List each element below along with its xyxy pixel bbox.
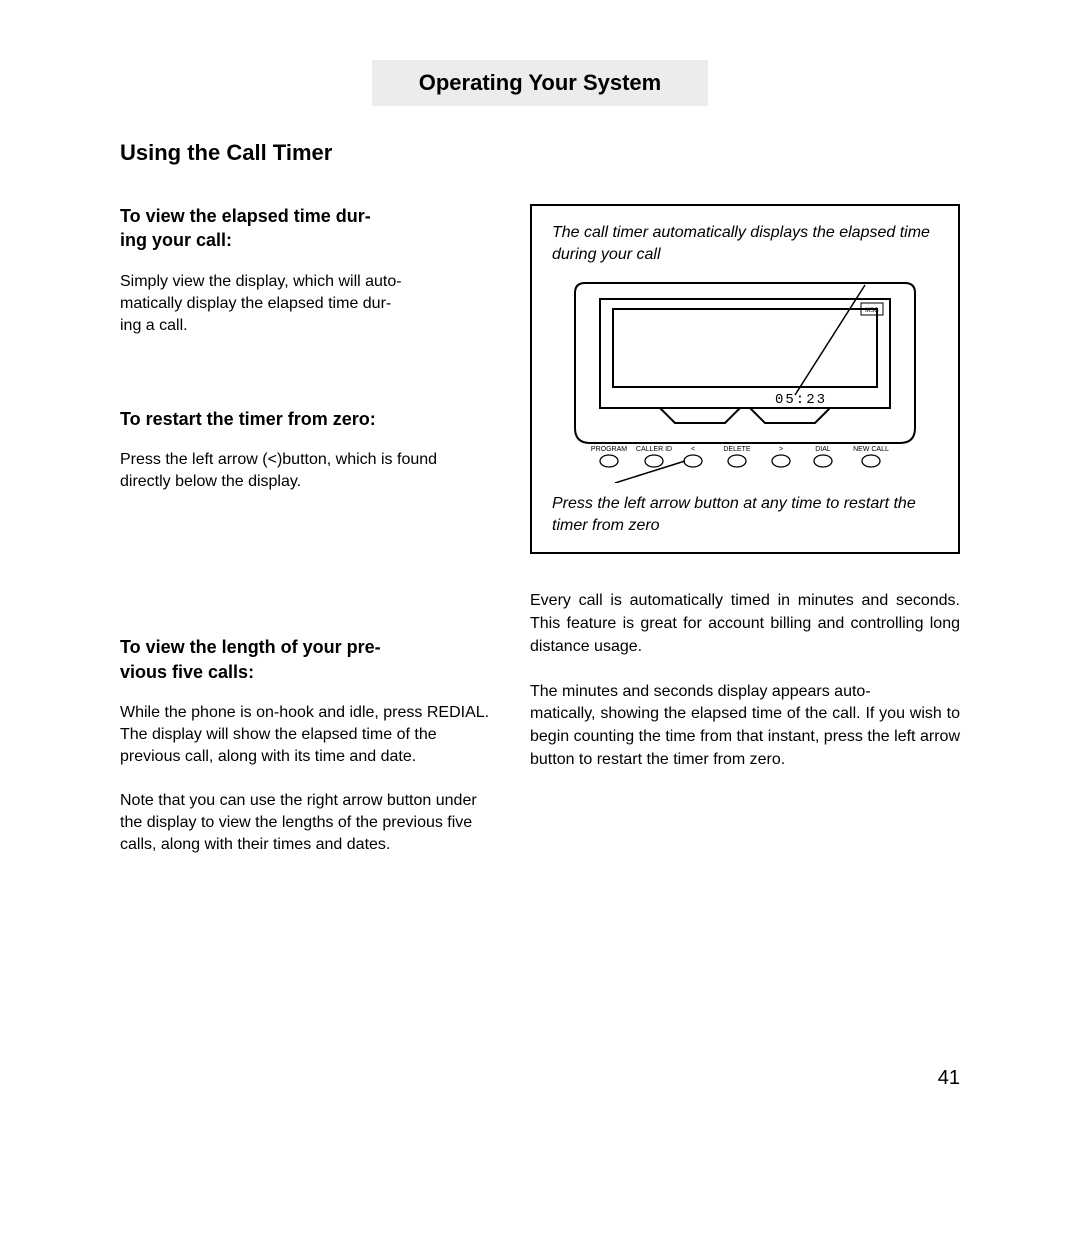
btn-delete xyxy=(728,455,746,467)
page-number: 41 xyxy=(938,1067,960,1090)
figure-caption-bottom: Press the left arrow button at any time … xyxy=(552,493,938,536)
btn-program xyxy=(600,455,618,467)
left-column: To view the elapsed time dur-ing your ca… xyxy=(120,204,490,878)
phone-display-diagram: MSG 05:23 PROGRAM xyxy=(565,273,925,483)
para-right-1: Every call is automatically timed in min… xyxy=(530,590,960,658)
btn-label-right: > xyxy=(779,446,783,453)
btn-label-left: < xyxy=(691,446,695,453)
right-column: The call timer automatically displays th… xyxy=(530,204,960,878)
para-view-elapsed: Simply view the display, which will auto… xyxy=(120,271,490,337)
para-previous-five-2: Note that you can use the right arrow bu… xyxy=(120,790,490,856)
device-figure: The call timer automatically displays th… xyxy=(530,204,960,554)
btn-label-newcall: NEW CALL xyxy=(853,446,889,453)
para-right-2: The minutes and seconds display appears … xyxy=(530,681,960,772)
btn-label-callerid: CALLER ID xyxy=(636,446,672,453)
subheading-restart-timer: To restart the timer from zero: xyxy=(120,407,490,431)
section-title: Using the Call Timer xyxy=(120,140,960,166)
btn-newcall xyxy=(862,455,880,467)
btn-label-dial: DIAL xyxy=(815,446,831,453)
btn-right-arrow xyxy=(772,455,790,467)
btn-label-program: PROGRAM xyxy=(591,446,627,453)
btn-label-delete: DELETE xyxy=(723,446,751,453)
msg-label: MSG xyxy=(865,308,879,314)
subheading-previous-five: To view the length of your pre-vious fiv… xyxy=(120,635,490,684)
figure-caption-top: The call timer automatically displays th… xyxy=(552,222,938,265)
btn-callerid xyxy=(645,455,663,467)
page-header: Operating Your System xyxy=(372,60,708,106)
timer-readout: 05:23 xyxy=(775,392,827,408)
para-previous-five-1: While the phone is on-hook and idle, pre… xyxy=(120,702,490,768)
para-restart-timer: Press the left arrow (<)button, which is… xyxy=(120,449,490,493)
btn-dial xyxy=(814,455,832,467)
btn-left-arrow xyxy=(684,455,702,467)
subheading-view-elapsed: To view the elapsed time dur-ing your ca… xyxy=(120,204,490,253)
